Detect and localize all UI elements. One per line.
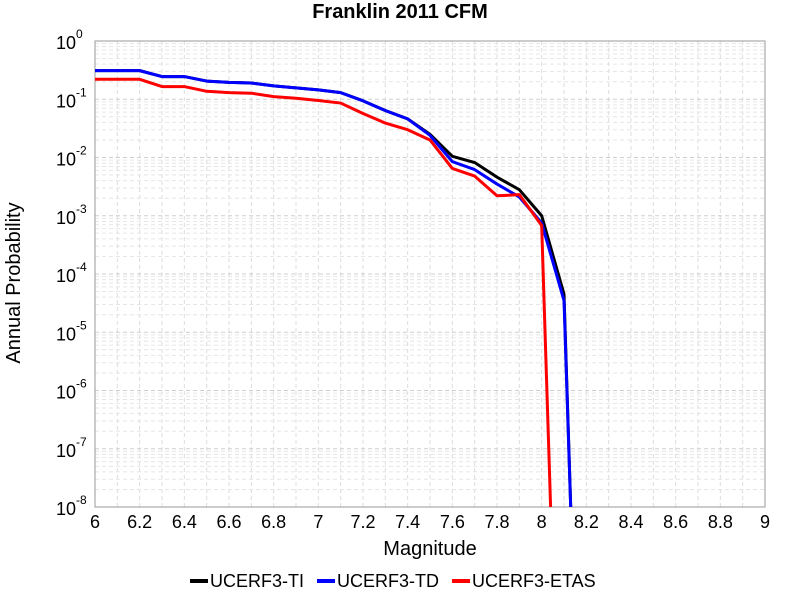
x-axis-ticks: 6 6.2 6.4 6.6 6.8 7 7.2 7.4 7.6 7.8 8 8.2 8.4 8.6 8.8 9 [90, 512, 770, 532]
legend: UCERF3-TI UCERF3-TD UCERF3-ETAS [190, 571, 596, 591]
x-tick-label: 7.4 [395, 512, 420, 532]
grid [95, 41, 765, 507]
y-tick-label: 10-4 [56, 260, 87, 286]
x-tick-label: 6.6 [216, 512, 241, 532]
x-tick-label: 7.6 [440, 512, 465, 532]
y-tick-label: 10-2 [56, 144, 87, 170]
x-tick-label: 6.2 [127, 512, 152, 532]
y-tick-label: 100 [56, 27, 83, 53]
x-tick-label: 6 [90, 512, 100, 532]
series-line-ucerf3-td [95, 69, 573, 508]
x-tick-label: 8 [537, 512, 547, 532]
y-tick-label: 10-8 [56, 493, 87, 519]
x-tick-label: 7.2 [350, 512, 375, 532]
series-line-ucerf3-etas [95, 77, 553, 508]
x-tick-label: 6.8 [261, 512, 286, 532]
x-tick-label: 6.4 [172, 512, 197, 532]
y-tick-label: 10-7 [56, 435, 87, 461]
y-tick-label: 10-6 [56, 377, 87, 403]
x-tick-label: 7.8 [484, 512, 509, 532]
x-tick-label: 9 [760, 512, 770, 532]
y-tick-label: 10-1 [56, 85, 87, 111]
x-tick-label: 8.4 [618, 512, 643, 532]
legend-label: UCERF3-TI [210, 571, 304, 591]
legend-label: UCERF3-TD [337, 571, 439, 591]
y-axis-label: Annual Probability [3, 202, 25, 363]
x-tick-label: 8.8 [708, 512, 733, 532]
y-tick-label: 10-3 [56, 202, 87, 228]
x-tick-label: 7 [313, 512, 323, 532]
plot-area-border [94, 40, 766, 508]
x-tick-label: 8.6 [663, 512, 688, 532]
y-tick-label: 10-5 [56, 318, 87, 344]
chart-title: Franklin 2011 CFM [312, 1, 488, 23]
x-tick-label: 8.2 [574, 512, 599, 532]
series-layer [95, 69, 573, 508]
y-axis-ticks: 100 10-1 10-2 10-3 10-4 10-5 10-6 10-7 10-8 [56, 27, 87, 519]
legend-label: UCERF3-ETAS [472, 571, 596, 591]
x-axis-label: Magnitude [383, 538, 476, 560]
